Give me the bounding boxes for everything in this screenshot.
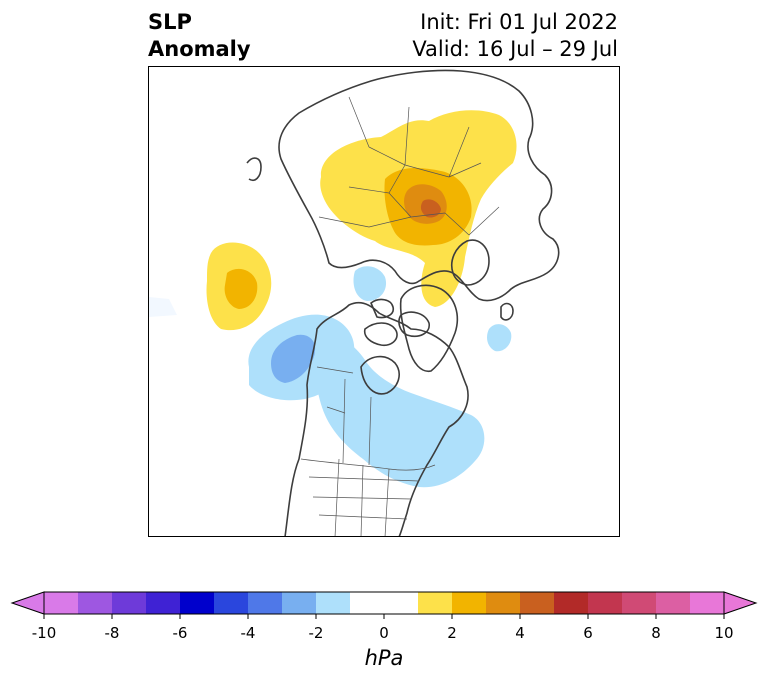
positive-anomaly-europe: [320, 110, 517, 307]
colorbar-unit-label: hPa: [364, 646, 404, 670]
colorbar-bin: [588, 592, 623, 614]
map-panel: [148, 66, 620, 537]
colorbar-bin: [656, 592, 691, 614]
coastline-arctic-islands: [363, 298, 430, 347]
title-variable: SLP: [148, 10, 192, 34]
colorbar-bin: [316, 592, 351, 614]
border-eurasia-states: [318, 96, 500, 236]
colorbar-bin: [350, 592, 385, 614]
negative-anomaly-atlantic: [487, 324, 512, 352]
border-canada-provinces: [316, 366, 372, 466]
map-svg: [149, 67, 619, 536]
contour-2-3: [224, 268, 258, 309]
colorbar-bin: [146, 592, 181, 614]
colorbar-tick-label: 8: [651, 624, 661, 642]
colorbar-bin: [690, 592, 725, 614]
colorbar-bin: [486, 592, 521, 614]
positive-anomaly-pacific: [206, 242, 272, 331]
title-field: Anomaly: [148, 37, 251, 61]
colorbar-bin: [418, 592, 453, 614]
title-left: SLP Anomaly: [148, 9, 251, 63]
coastline-north-america: [284, 301, 469, 536]
colorbar-bin: [248, 592, 283, 614]
colorbar-tick-label: -4: [240, 624, 256, 642]
coastline-japan: [246, 157, 262, 182]
coastline-british-isles: [500, 302, 514, 321]
coastline-hudson-bay: [360, 355, 400, 395]
colorbar-tick-label: -8: [104, 624, 120, 642]
colorbar-bins: [44, 592, 725, 614]
colorbar-tick-label: -6: [172, 624, 188, 642]
colorbar-bin: [112, 592, 147, 614]
colorbar-tick-label: -10: [31, 624, 57, 642]
colorbar-bin: [180, 592, 215, 614]
colorbar-tick-label: 6: [583, 624, 593, 642]
negative-anomaly-north-america: [314, 334, 485, 488]
colorbar-bin: [214, 592, 249, 614]
political-borders: [300, 96, 500, 536]
colorbar-bin: [384, 592, 419, 614]
colorbar-bin: [622, 592, 657, 614]
negative-anomaly-siberia: [353, 266, 387, 301]
colorbar-tick-label: 0: [379, 624, 389, 642]
colorbar-bin: [452, 592, 487, 614]
border-canada-us: [300, 458, 436, 471]
coastline-scandinavia: [451, 239, 490, 286]
faint-shading: [149, 297, 177, 317]
colorbar-arrow-high: [723, 591, 758, 615]
colorbar-tick-label: 10: [714, 624, 734, 642]
coastline-eurasia: [278, 69, 560, 302]
colorbar: [10, 591, 758, 619]
colorbar-tick-label: 2: [447, 624, 457, 642]
contour-2-3: [271, 334, 316, 383]
colorbar-arrow-low: [10, 591, 45, 615]
init-date: Init: Fri 01 Jul 2022: [420, 10, 618, 34]
colorbar-bin: [78, 592, 113, 614]
border-us-states: [308, 458, 420, 536]
colorbar-bin: [44, 592, 79, 614]
colorbar-bin: [520, 592, 555, 614]
colorbar-tick-label: -2: [308, 624, 324, 642]
coastline-greenland: [399, 284, 459, 373]
colorbar-bin: [282, 592, 317, 614]
contour-4-5: [420, 199, 441, 218]
colorbar-tick-label: 4: [515, 624, 525, 642]
coastlines: [246, 69, 560, 536]
valid-range: Valid: 16 Jul – 29 Jul: [412, 37, 618, 61]
title-right: Init: Fri 01 Jul 2022 Valid: 16 Jul – 29…: [412, 9, 618, 63]
colorbar-bin: [554, 592, 589, 614]
